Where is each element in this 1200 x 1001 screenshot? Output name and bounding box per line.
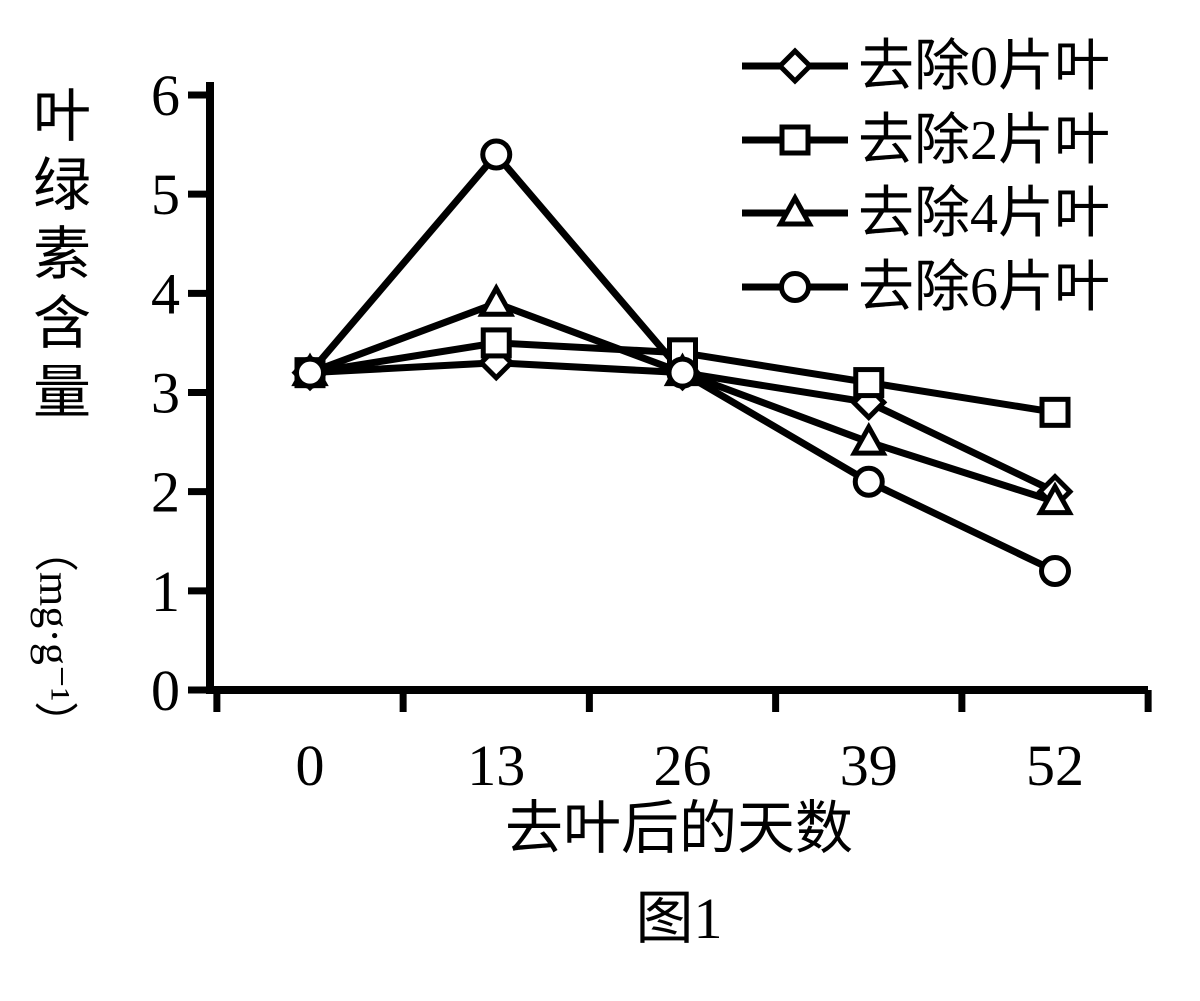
x-axis-title: 去叶后的天数 [505,796,853,861]
triangle-marker-icon [1036,481,1074,516]
y-tick-label: 5 [151,162,180,227]
x-tick-label: 0 [296,733,325,798]
diamond-marker-icon [776,47,814,85]
legend-label: 去除0片叶 [858,36,1110,98]
circle-marker-icon [779,271,811,303]
legend-item-1: 去除2片叶 [742,110,1110,172]
circle-marker-icon [852,465,885,498]
triangle-marker-icon [776,192,814,227]
y-axis-title-char: 含 [33,291,91,356]
x-tick-label: 52 [1026,733,1084,798]
y-tick-label: 2 [151,460,180,525]
axes: 0 1 2 3 4 5 6 0 13 26 39 52 [151,63,1152,798]
y-axis-title-char: 绿 [33,153,91,218]
y-axis-title-char: 素 [33,222,91,287]
legend-label: 去除4片叶 [858,183,1110,245]
circle-marker-icon [1039,555,1071,587]
y-axis-unit-label: （mg·g⁻¹） [30,528,79,745]
legend-item-0: 去除0片叶 [742,36,1110,98]
y-axis-title-char: 量 [33,360,91,425]
y-tick-label: 1 [151,559,180,624]
y-tick-label: 0 [151,658,180,723]
triangle-marker-icon [477,283,516,317]
legend-label: 去除6片叶 [858,257,1110,319]
circle-marker-icon [480,138,513,171]
legend-item-2: 去除4片叶 [742,183,1110,245]
y-tick-label: 3 [151,361,180,426]
y-tick-label: 6 [151,63,180,128]
circle-marker-icon [666,356,699,389]
x-tick-label: 39 [840,733,898,798]
square-marker-icon [779,124,811,156]
triangle-marker-icon [849,421,888,456]
x-tick-label: 26 [654,733,712,798]
legend-item-3: 去除6片叶 [742,257,1110,319]
square-marker-icon [1039,396,1071,428]
figure-caption: 图1 [635,886,722,951]
x-tick-label: 13 [467,733,525,798]
circle-marker-icon [294,356,326,389]
y-tick-label: 4 [151,261,180,326]
square-marker-icon [480,327,512,359]
square-marker-icon [853,367,885,399]
y-axis-title-char: 叶 [33,84,91,149]
series-line-2 [308,299,1057,505]
legend-label: 去除2片叶 [858,110,1110,172]
data-markers [291,138,1074,587]
